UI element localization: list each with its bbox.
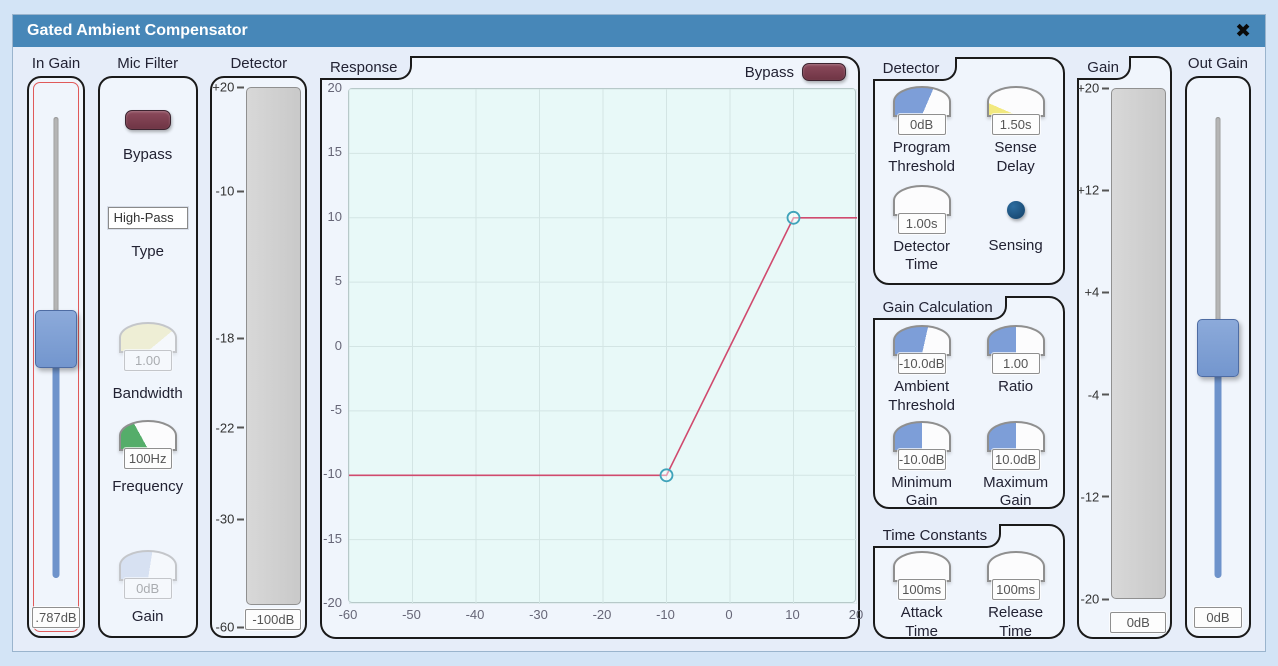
maximum-gain-label: Maximum Gain	[983, 473, 1049, 510]
time-constants-label: Time Constants	[872, 524, 1001, 548]
bandwidth-label: Bandwidth	[112, 385, 183, 402]
detector-meter-scale: +20 -10 -18 -22 -30 -60	[212, 80, 245, 635]
gain-calculation-panel: Gain Calculation -10.0dB Ambient Thresho…	[872, 296, 1065, 512]
minimum-gain-control: -10.0dB Minimum Gain	[891, 420, 953, 512]
in-gain-fader[interactable]	[29, 78, 83, 636]
filter-type-select[interactable]: High-Pass	[107, 207, 188, 229]
gain-calculation-label: Gain Calculation	[872, 296, 1007, 320]
mic-filter-bypass-led[interactable]	[124, 110, 171, 130]
out-gain-fader[interactable]	[1187, 78, 1249, 636]
ambient-threshold-knob[interactable]: -10.0dB	[892, 325, 952, 374]
in-gain-title: In Gain	[31, 55, 81, 72]
detector-time-knob[interactable]: 1.00s	[892, 184, 952, 234]
out-gain-section: Out Gain 0dB	[1184, 55, 1251, 639]
detector-meter-bar	[246, 87, 302, 605]
response-x-axis: -60 -50 -40 -30 -20 -10 0 10 20	[338, 607, 864, 622]
detector-meter-section: Detector +20 -10 -18 -22 -30 -60 -100dB	[210, 55, 308, 639]
detector-meter-panel: +20 -10 -18 -22 -30 -60 -100dB	[210, 76, 308, 638]
sense-delay-label: Sense Delay	[994, 139, 1037, 175]
response-panel: Response Bypass 20 15 10 5 0 -5 -10 -15 -20 -60-…	[319, 56, 864, 639]
response-y-axis: 20 15 10 5 0 -5 -10 -15 -20	[323, 80, 342, 610]
sense-delay-control: 1.50s Sense Delay	[986, 86, 1046, 177]
in-gain-section: In Gain .787dB	[27, 55, 85, 639]
response-curve[interactable]	[348, 89, 857, 604]
sensing-led	[1006, 200, 1025, 219]
close-icon[interactable]: ✖	[1235, 20, 1251, 42]
program-threshold-knob[interactable]: 0dB	[892, 86, 952, 135]
program-threshold-label: Program Threshold	[888, 139, 955, 175]
ratio-label: Ratio	[998, 378, 1034, 395]
out-gain-title: Out Gain	[1187, 55, 1248, 72]
detector-time-label: Detector Time	[893, 237, 950, 274]
plugin-content: In Gain .787dB Mic Filter Bypass High-Pa…	[13, 47, 1265, 653]
detector-time-control: 1.00s Detector Time	[892, 184, 952, 276]
response-plot[interactable]	[347, 88, 857, 604]
fader-track-fill	[52, 360, 60, 578]
bandwidth-knob[interactable]: 1.00	[118, 322, 178, 371]
program-threshold-control: 0dB Program Threshold	[888, 86, 955, 177]
maximum-gain-knob[interactable]: 10.0dB	[986, 420, 1046, 470]
ambient-threshold-label: Ambient Threshold	[888, 378, 955, 414]
detector-controls-panel: Detector 0dB Program Threshold 1.50s Sen…	[872, 57, 1065, 285]
titlebar[interactable]: Gated Ambient Compensator ✖	[13, 15, 1265, 47]
filter-gain-knob[interactable]: 0dB	[118, 550, 178, 599]
mic-filter-panel: Bypass High-Pass Type 1.00 Bandwidth 100…	[97, 76, 198, 638]
plugin-window: Gated Ambient Compensator ✖ In Gain .787…	[12, 14, 1266, 652]
ratio-control: 1.00 Ratio	[986, 325, 1046, 416]
gain-meter-scale: +20 +12 +4 -4 -12 -20	[1077, 81, 1110, 607]
sensing-label: Sensing	[988, 236, 1043, 254]
in-gain-panel: .787dB	[27, 76, 85, 638]
detector-meter-title: Detector	[230, 55, 288, 72]
sense-delay-knob[interactable]: 1.50s	[986, 86, 1046, 135]
frequency-label: Frequency	[112, 478, 184, 495]
response-bypass-led[interactable]	[801, 63, 846, 81]
mic-filter-section: Mic Filter Bypass High-Pass Type 1.00 Ba…	[97, 55, 198, 639]
out-gain-value[interactable]: 0dB	[1193, 607, 1242, 628]
attack-time-control: 100ms Attack Time	[892, 551, 952, 642]
filter-type-label: Type	[131, 243, 164, 260]
gain-meter-value: 0dB	[1110, 612, 1167, 633]
maximum-gain-control: 10.0dB Maximum Gain	[983, 420, 1049, 512]
fader-handle[interactable]	[35, 310, 77, 369]
attack-time-label: Attack Time	[900, 604, 943, 640]
ratio-knob[interactable]: 1.00	[986, 325, 1046, 374]
minimum-gain-knob[interactable]: -10.0dB	[892, 420, 952, 470]
window-title: Gated Ambient Compensator	[27, 22, 248, 39]
fader-handle[interactable]	[1196, 318, 1239, 377]
detector-controls-label: Detector	[872, 57, 957, 81]
release-time-control: 100ms Release Time	[986, 551, 1046, 642]
ambient-threshold-control: -10.0dB Ambient Threshold	[888, 325, 955, 416]
minimum-gain-label: Minimum Gain	[891, 473, 953, 510]
in-gain-value[interactable]: .787dB	[32, 607, 80, 628]
fader-track-fill	[1214, 368, 1222, 578]
response-bypass-row: Bypass	[745, 63, 846, 81]
gain-meter-label: Gain	[1077, 56, 1132, 80]
response-panel-label: Response	[319, 56, 412, 80]
time-constants-panel: Time Constants 100ms Attack Time 100ms R…	[872, 524, 1065, 642]
attack-time-knob[interactable]: 100ms	[892, 551, 952, 600]
out-gain-panel: 0dB	[1184, 76, 1251, 638]
frequency-knob[interactable]: 100Hz	[118, 420, 178, 469]
release-time-knob[interactable]: 100ms	[986, 551, 1046, 600]
mic-filter-title: Mic Filter	[117, 55, 179, 72]
gain-meter-bar	[1111, 88, 1167, 599]
release-time-label: Release Time	[988, 604, 1044, 640]
sensing-indicator-control: Sensing	[989, 185, 1043, 276]
filter-gain-label: Gain	[131, 608, 164, 625]
mic-filter-bypass-label: Bypass	[123, 146, 173, 163]
processing-controls: Detector 0dB Program Threshold 1.50s Sen…	[872, 56, 1065, 642]
detector-meter-value: -100dB	[245, 609, 302, 630]
response-bypass-label: Bypass	[744, 63, 794, 81]
gain-meter-panel: Gain +20 +12 +4 -4 -12 -20 0dB	[1077, 56, 1173, 639]
selection-highlight	[33, 82, 79, 632]
